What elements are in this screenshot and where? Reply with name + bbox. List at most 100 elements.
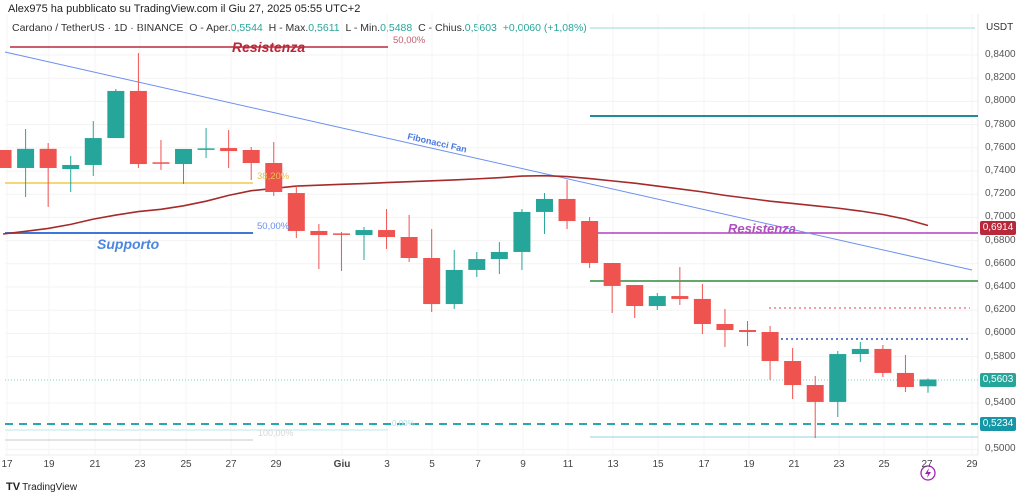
close-label: C - Chius.	[418, 22, 465, 34]
price-label: 0,5800	[985, 350, 1016, 362]
candle[interactable]	[784, 348, 802, 400]
time-label: 25	[878, 459, 890, 470]
candle[interactable]	[378, 209, 396, 249]
logo-text: TradingView	[22, 482, 78, 493]
candle[interactable]	[671, 267, 689, 305]
price-label: 0,6200	[985, 304, 1016, 316]
candle[interactable]	[265, 142, 283, 197]
candle-body	[716, 324, 734, 331]
candle-body	[378, 230, 396, 238]
candle-body	[445, 269, 463, 305]
lightning-icon[interactable]	[920, 465, 936, 481]
candle-body	[39, 148, 57, 168]
fib-top-label: 50,00%	[393, 35, 426, 46]
candle[interactable]	[490, 241, 508, 275]
candle[interactable]	[242, 146, 260, 181]
candle[interactable]	[739, 320, 757, 347]
candle[interactable]	[310, 224, 328, 270]
candle[interactable]	[0, 150, 12, 168]
change-value: +0,0060 (+1,08%)	[502, 22, 587, 34]
candle[interactable]	[919, 378, 937, 393]
candle-body	[17, 148, 35, 168]
candle-body	[84, 138, 102, 165]
candle-body	[152, 162, 170, 164]
candle[interactable]	[423, 229, 441, 313]
candle[interactable]	[806, 375, 824, 439]
fib-100-label: 100,00%	[258, 428, 294, 438]
candle[interactable]	[648, 293, 666, 310]
time-label: 17	[698, 459, 710, 470]
time-label: 17	[1, 459, 13, 470]
time-label: 3	[384, 459, 390, 470]
resistance-right-label: Resistenza	[728, 221, 796, 236]
candle[interactable]	[355, 227, 373, 260]
open-value: 0,5544	[230, 22, 263, 34]
candle-body	[220, 148, 238, 152]
currency-label: USDT	[986, 22, 1014, 33]
time-label: Giu	[333, 459, 351, 470]
candle[interactable]	[558, 180, 576, 229]
time-label: 9	[520, 459, 526, 470]
time-label: 19	[43, 459, 55, 470]
candle[interactable]	[716, 309, 734, 347]
candle-body	[739, 330, 757, 333]
candle[interactable]	[197, 127, 215, 159]
price-label: 0,8000	[985, 95, 1016, 107]
candle[interactable]	[851, 341, 869, 363]
candle-body	[784, 361, 802, 386]
candle[interactable]	[445, 249, 463, 310]
price-label: 0,7200	[985, 188, 1016, 200]
candles	[0, 53, 937, 439]
candle[interactable]	[468, 251, 486, 278]
price-label: 0,6800	[985, 234, 1016, 246]
candle[interactable]	[896, 354, 914, 392]
candle-body	[896, 372, 914, 387]
candle-body	[693, 298, 711, 325]
candle[interactable]	[332, 232, 350, 271]
price-label: 0,8400	[985, 49, 1016, 60]
candle[interactable]	[84, 121, 102, 176]
candle[interactable]	[17, 129, 35, 197]
price-label: 0,7800	[985, 118, 1016, 130]
candle-body	[581, 220, 599, 263]
price-label: 0,6000	[985, 327, 1016, 339]
candle[interactable]	[829, 351, 847, 418]
candle-body	[129, 90, 147, 165]
candle[interactable]	[400, 214, 418, 262]
fibonacci-fan-line[interactable]	[4, 51, 973, 271]
candle[interactable]	[220, 130, 238, 168]
candle[interactable]	[626, 285, 644, 318]
candle-body	[806, 385, 824, 402]
candle-body	[535, 198, 553, 212]
symbol-name[interactable]: Cardano / TetherUS · 1D · BINANCE	[12, 22, 184, 34]
candle[interactable]	[287, 185, 305, 239]
candle[interactable]	[175, 148, 193, 184]
candle[interactable]	[603, 262, 621, 313]
candle[interactable]	[535, 193, 553, 234]
moving-average-line[interactable]	[2, 174, 929, 235]
candle[interactable]	[761, 325, 779, 381]
open-label: O - Aper.	[189, 22, 231, 34]
candle[interactable]	[874, 345, 892, 378]
candle-body	[851, 348, 869, 355]
candle[interactable]	[581, 217, 599, 268]
time-label: 27	[225, 459, 237, 470]
candle[interactable]	[152, 140, 170, 170]
candle[interactable]	[39, 143, 57, 207]
time-label: 21	[788, 459, 800, 470]
candle-body	[265, 162, 283, 192]
candle-body	[648, 296, 666, 307]
candle-body	[332, 233, 350, 235]
resistance-top-label: Resistenza	[232, 39, 305, 55]
candle[interactable]	[62, 156, 80, 192]
time-label: 27	[921, 459, 933, 470]
tradingview-logo[interactable]: TV TradingView	[6, 481, 77, 493]
symbol-info: Cardano / TetherUS · 1D · BINANCE O - Ap…	[12, 22, 587, 34]
candle[interactable]	[693, 283, 711, 334]
candle[interactable]	[513, 209, 531, 270]
price-tag-resistance: 0,6914	[980, 221, 1016, 235]
low-value: 0,5488	[380, 22, 413, 34]
candle[interactable]	[129, 53, 147, 168]
candle[interactable]	[107, 88, 125, 139]
